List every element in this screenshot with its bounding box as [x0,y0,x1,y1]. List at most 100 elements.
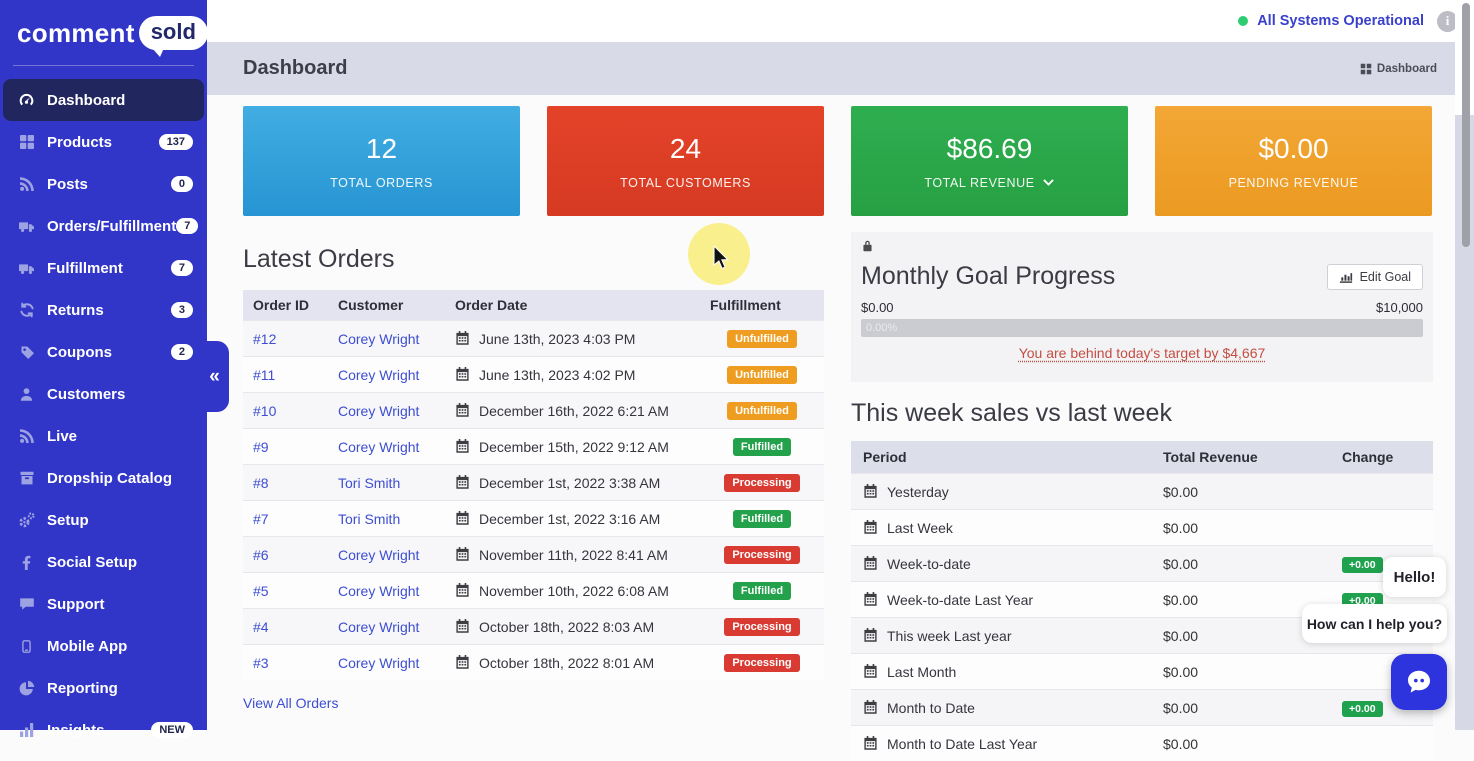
view-all-orders-link[interactable]: View All Orders [243,695,338,711]
order-date-text: December 1st, 2022 3:38 AM [479,475,660,491]
monthly-goal-panel: Monthly Goal Progress Edit Goal $0.00 $1… [851,232,1433,382]
chevron-down-icon [1042,176,1055,189]
sidebar-item-social-setup[interactable]: Social Setup [3,541,204,583]
sidebar-item-dropship-catalog[interactable]: Dropship Catalog [3,457,204,499]
order-row: #6 Corey Wright November 11th, 2022 8:41 A… [243,537,824,573]
gears-icon [16,511,37,529]
order-id-link[interactable]: #9 [253,439,269,455]
goal-range-min: $0.00 [861,300,894,315]
phone-icon [16,637,37,655]
fulfillment-status-badge: Unfulfilled [727,330,797,348]
period-cell: Last Month [863,664,1139,680]
order-row: #3 Corey Wright October 18th, 2022 8:01 AM… [243,645,824,681]
calendar-icon [863,556,878,571]
bars-icon [16,721,37,739]
commentsold-logo[interactable]: comment sold [0,0,207,50]
sidebar-item-badge: 7 [176,218,198,234]
sidebar-item-reporting[interactable]: Reporting [3,667,204,709]
box-icon [16,469,37,487]
order-date: December 1st, 2022 3:16 AM [455,511,690,527]
chat-icon [16,595,37,613]
chat-bubble-icon [1403,666,1435,698]
order-date: October 18th, 2022 8:01 AM [455,655,690,671]
goal-range-max: $10,000 [1376,300,1423,315]
sidebar-item-badge: NEW [151,722,193,738]
order-id-link[interactable]: #3 [253,655,269,671]
table-header-row: Order ID Customer Order Date Fulfillment [243,290,824,321]
chat-launcher-button[interactable] [1391,654,1447,710]
sidebar-item-label: Reporting [47,680,193,697]
customer-link[interactable]: Corey Wright [338,403,419,419]
stat-card-label: TOTAL CUSTOMERS [620,176,751,190]
sidebar-item-label: Dashboard [47,92,193,109]
period-label: Week-to-date Last Year [887,592,1033,608]
customer-link[interactable]: Corey Wright [338,439,419,455]
fulfillment-status-badge: Processing [724,474,799,492]
sidebar-item-label: Coupons [47,344,171,361]
period-cell: Week-to-date Last Year [863,592,1139,608]
breadcrumb[interactable]: Dashboard [1360,63,1437,75]
sidebar-item-label: Mobile App [47,638,193,655]
period-label: This week Last year [887,628,1012,644]
customer-link[interactable]: Tori Smith [338,511,400,527]
sidebar-item-badge: 3 [171,302,193,318]
order-date: June 13th, 2023 4:03 PM [455,331,690,347]
scrollbar-track[interactable] [1455,0,1474,730]
period-row: Last Month$0.00 [851,654,1433,690]
column-header-period: Period [851,441,1151,474]
chat-question-bubble: How can I help you? [1302,604,1447,643]
customer-link[interactable]: Corey Wright [338,367,419,383]
sidebar-item-dashboard[interactable]: Dashboard [3,79,204,121]
order-id-link[interactable]: #12 [253,331,276,347]
goal-warning-text[interactable]: You are behind today's target by $4,667 [1019,345,1266,361]
customer-link[interactable]: Corey Wright [338,583,419,599]
order-id-link[interactable]: #6 [253,547,269,563]
period-row: Month to Date$0.00+0.00 [851,690,1433,726]
order-id-link[interactable]: #4 [253,619,269,635]
sidebar-item-support[interactable]: Support [3,583,204,625]
order-id-link[interactable]: #10 [253,403,276,419]
order-id-link[interactable]: #8 [253,475,269,491]
order-id-link[interactable]: #5 [253,583,269,599]
customer-link[interactable]: Corey Wright [338,331,419,347]
customer-link[interactable]: Corey Wright [338,655,419,671]
sidebar-item-customers[interactable]: Customers [3,373,204,415]
sidebar-item-live[interactable]: Live [3,415,204,457]
system-status-link[interactable]: All Systems Operational [1257,13,1424,29]
fulfillment-status-badge: Fulfilled [733,510,791,528]
customer-link[interactable]: Corey Wright [338,547,419,563]
table-header-row: Period Total Revenue Change [851,441,1433,474]
calendar-icon [455,367,470,382]
order-id-link[interactable]: #7 [253,511,269,527]
sidebar-item-setup[interactable]: Setup [3,499,204,541]
order-row: #7 Tori Smith December 1st, 2022 3:16 AM Fu… [243,501,824,537]
customer-link[interactable]: Corey Wright [338,619,419,635]
order-date: June 13th, 2023 4:02 PM [455,367,690,383]
scrollbar-thumb[interactable] [1462,3,1470,247]
sidebar-item-label: Social Setup [47,554,193,571]
logo-text: comment [17,18,135,49]
calendar-icon [863,664,878,679]
order-id-link[interactable]: #11 [253,367,275,383]
sidebar-item-mobile-app[interactable]: Mobile App [3,625,204,667]
calendar-icon [455,655,470,670]
edit-goal-button[interactable]: Edit Goal [1327,264,1423,290]
sidebar-item-label: Live [47,428,193,445]
customer-link[interactable]: Tori Smith [338,475,400,491]
stat-card-label: TOTAL ORDERS [330,176,433,190]
change-badge: +0.00 [1342,557,1383,573]
change-badge: +0.00 [1342,701,1383,717]
order-date-text: November 11th, 2022 8:41 AM [479,547,668,563]
